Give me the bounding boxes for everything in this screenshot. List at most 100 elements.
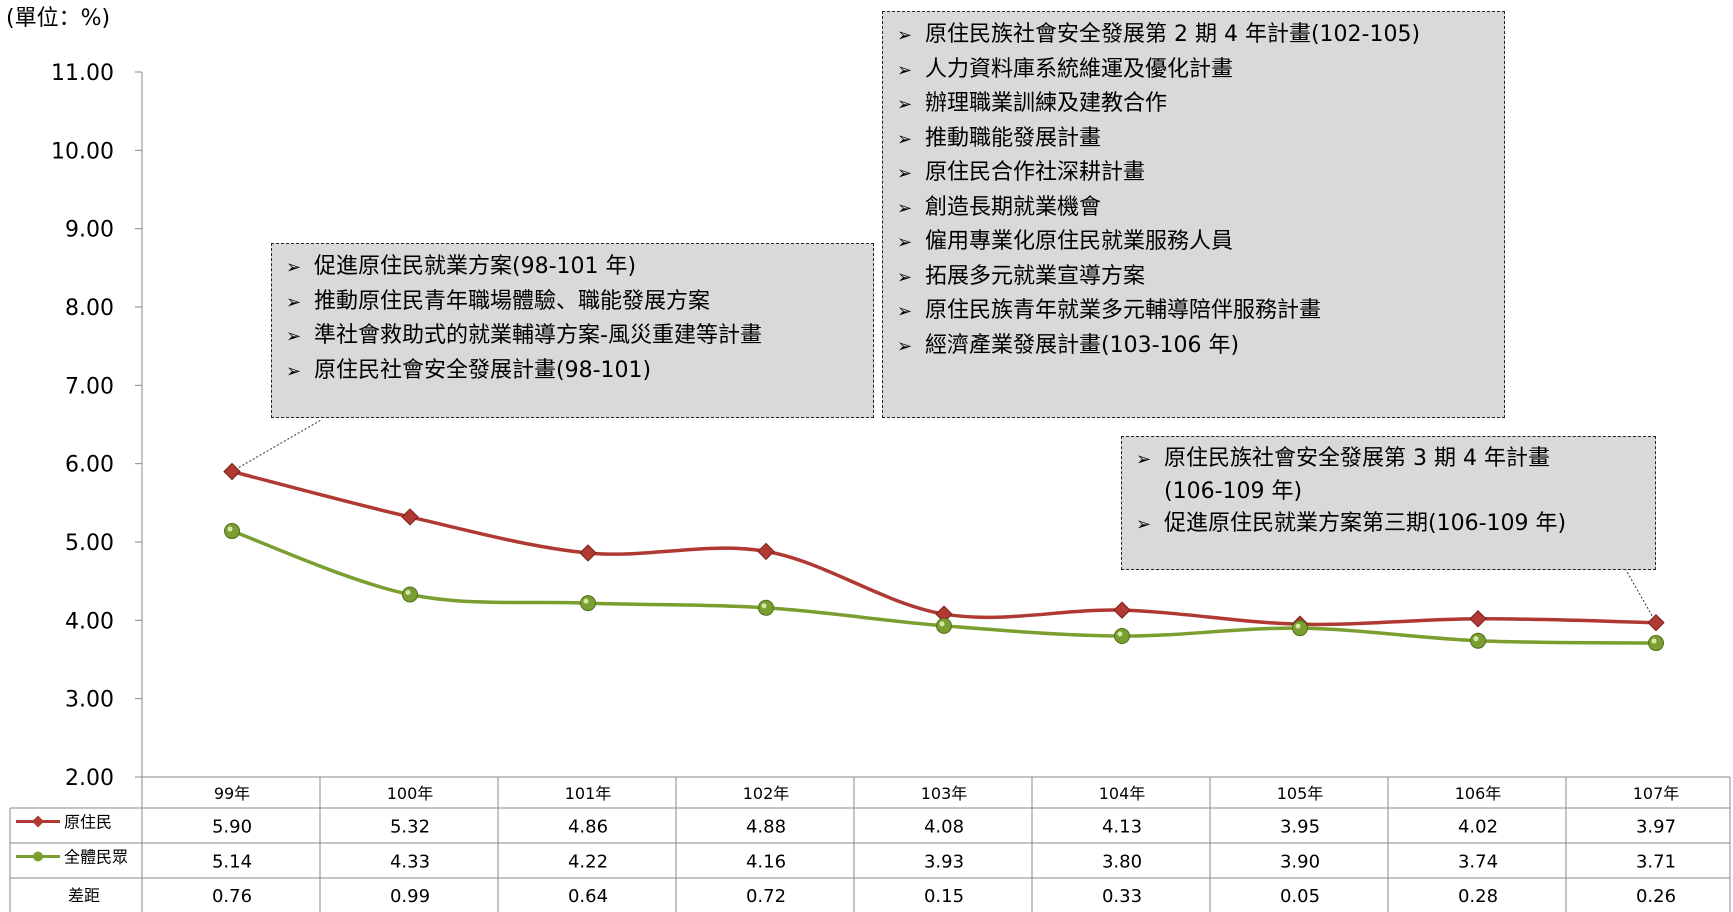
data-point-circle — [224, 523, 240, 540]
table-cell-value: 4.88 — [746, 817, 786, 838]
data-point-diamond — [1113, 601, 1131, 619]
arrow-bullet-icon: ➢ — [286, 257, 302, 278]
table-cell-value: 4.13 — [1102, 817, 1142, 838]
table-cell-value: 4.16 — [746, 852, 786, 873]
annotation-item: ➢ 原住民族社會安全發展第 2 期 4 年計畫(102-105) — [897, 18, 1494, 53]
annotation-item: ➢ 原住民族青年就業多元輔導陪伴服務計畫 — [897, 294, 1494, 329]
arrow-bullet-icon: ➢ — [1136, 514, 1152, 535]
annotation-item: ➢ 促進原住民就業方案(98-101 年) — [286, 250, 863, 285]
annotation-item: ➢ 人力資料庫系統維運及優化計畫 — [897, 53, 1494, 88]
annotation-item: ➢ 準社會救助式的就業輔導方案-風災重建等計畫 — [286, 319, 863, 354]
y-tick-label: 7.00 — [65, 374, 114, 399]
data-point-diamond — [401, 508, 419, 526]
x-category-label: 103年 — [921, 784, 968, 803]
data-point-highlight — [1651, 638, 1657, 644]
table-cell-value: 0.64 — [568, 886, 608, 907]
annotation-box-1: ➢ 促進原住民就業方案(98-101 年) ➢ 推動原住民青年職場體驗、職能發展方案… — [271, 243, 874, 418]
annotation-box-3: ➢ 原住民族社會安全發展第 3 期 4 年計畫 (106-109 年) ➢ 促進原住民… — [1121, 436, 1656, 570]
annotation-item: ➢ 原住民族社會安全發展第 3 期 4 年計畫 (106-109 年) — [1136, 446, 1550, 504]
data-point-highlight — [1117, 631, 1123, 637]
annotation-item: ➢ 經濟產業發展計畫(103-106 年) — [897, 329, 1494, 364]
x-category-label: 104年 — [1099, 784, 1146, 803]
table-cell-value: 4.33 — [390, 852, 430, 873]
leader-line — [231, 419, 322, 472]
table-row-label: 全體民眾 — [64, 848, 128, 867]
table-cell-value: 5.32 — [390, 817, 430, 838]
data-point-highlight — [1295, 623, 1301, 629]
arrow-bullet-icon: ➢ — [897, 94, 913, 115]
data-point-circle — [580, 595, 596, 612]
table-cell-value: 0.72 — [746, 886, 786, 907]
x-category-label: 105年 — [1277, 784, 1324, 803]
table-cell-value: 3.97 — [1636, 817, 1676, 838]
data-point-diamond — [223, 462, 241, 481]
arrow-bullet-icon: ➢ — [897, 197, 913, 219]
table-cell-value: 4.22 — [568, 852, 608, 873]
table-cell-value: 5.14 — [212, 852, 252, 873]
data-point-highlight — [939, 621, 945, 627]
legend-circle-marker — [33, 851, 43, 862]
data-point-circle — [936, 617, 952, 634]
annotation-item: ➢ 推動原住民青年職場體驗、職能發展方案 — [286, 285, 863, 320]
data-point-circle — [402, 586, 418, 603]
y-tick-label: 3.00 — [65, 688, 114, 713]
arrow-bullet-icon: ➢ — [1136, 449, 1152, 470]
table-cell-value: 0.76 — [212, 886, 252, 907]
legend-diamond-marker — [32, 815, 44, 828]
data-point-highlight — [761, 603, 767, 609]
arrow-bullet-icon: ➢ — [897, 128, 913, 150]
leader-line — [1625, 569, 1657, 623]
annotation-item: ➢ 辦理職業訓練及建教合作 — [897, 87, 1494, 122]
table-cell-value: 4.08 — [924, 817, 964, 838]
table-cell-value: 3.90 — [1280, 852, 1320, 873]
annotation-item: ➢ 原住民社會安全發展計畫(98-101) — [286, 354, 863, 389]
table-cell-value: 0.05 — [1280, 886, 1320, 907]
data-point-diamond — [1469, 610, 1487, 628]
unit-label: (單位：%) — [6, 6, 111, 31]
data-point-highlight — [583, 598, 589, 604]
table-cell-value: 0.33 — [1102, 886, 1142, 907]
data-point-highlight — [405, 589, 411, 595]
data-point-circle — [1114, 628, 1130, 644]
data-point-diamond — [757, 542, 775, 561]
annotation-item: ➢ 原住民合作社深耕計畫 — [897, 156, 1494, 191]
y-tick-label: 9.00 — [65, 218, 114, 243]
data-point-circle — [758, 599, 774, 616]
y-tick-label: 10.00 — [51, 139, 114, 164]
arrow-bullet-icon: ➢ — [286, 360, 302, 382]
arrow-bullet-icon: ➢ — [897, 59, 913, 81]
annotation-item: ➢ 促進原住民就業方案第三期(106-109 年) — [1136, 508, 1645, 541]
x-category-label: 106年 — [1455, 784, 1502, 803]
x-category-label: 102年 — [743, 784, 790, 803]
table-row-label: 原住民 — [64, 813, 112, 832]
table-cell-value: 3.71 — [1636, 852, 1676, 873]
x-category-label: 99年 — [214, 784, 250, 803]
x-category-label: 100年 — [387, 784, 434, 803]
data-point-circle — [1292, 620, 1308, 637]
table-cell-value: 0.28 — [1458, 886, 1498, 907]
data-point-circle — [1470, 632, 1486, 649]
arrow-bullet-icon: ➢ — [897, 266, 913, 288]
arrow-bullet-icon: ➢ — [897, 301, 913, 322]
table-cell-value: 0.15 — [924, 886, 964, 907]
table-cell-value: 0.26 — [1636, 886, 1676, 907]
y-tick-label: 4.00 — [65, 609, 114, 634]
x-category-label: 101年 — [565, 784, 612, 803]
data-point-highlight — [1473, 636, 1479, 642]
table-cell-value: 3.93 — [924, 852, 964, 873]
x-category-label: 107年 — [1633, 784, 1680, 803]
table-row-label: 差距 — [68, 886, 100, 905]
table-cell-value: 3.95 — [1280, 817, 1320, 838]
arrow-bullet-icon: ➢ — [286, 291, 302, 313]
data-point-diamond — [1647, 613, 1665, 632]
annotation-item: ➢ 推動職能發展計畫 — [897, 122, 1494, 157]
table-cell-value: 5.90 — [212, 817, 252, 838]
annotation-box-2: ➢ 原住民族社會安全發展第 2 期 4 年計畫(102-105) ➢ 人力資料庫系統… — [882, 11, 1505, 418]
table-cell-value: 0.99 — [390, 886, 430, 907]
data-point-highlight — [227, 526, 233, 532]
y-tick-label: 5.00 — [65, 531, 114, 556]
arrow-bullet-icon: ➢ — [897, 25, 913, 46]
arrow-bullet-icon: ➢ — [897, 335, 913, 357]
annotation-item: ➢ 僱用專業化原住民就業服務人員 — [897, 225, 1494, 260]
